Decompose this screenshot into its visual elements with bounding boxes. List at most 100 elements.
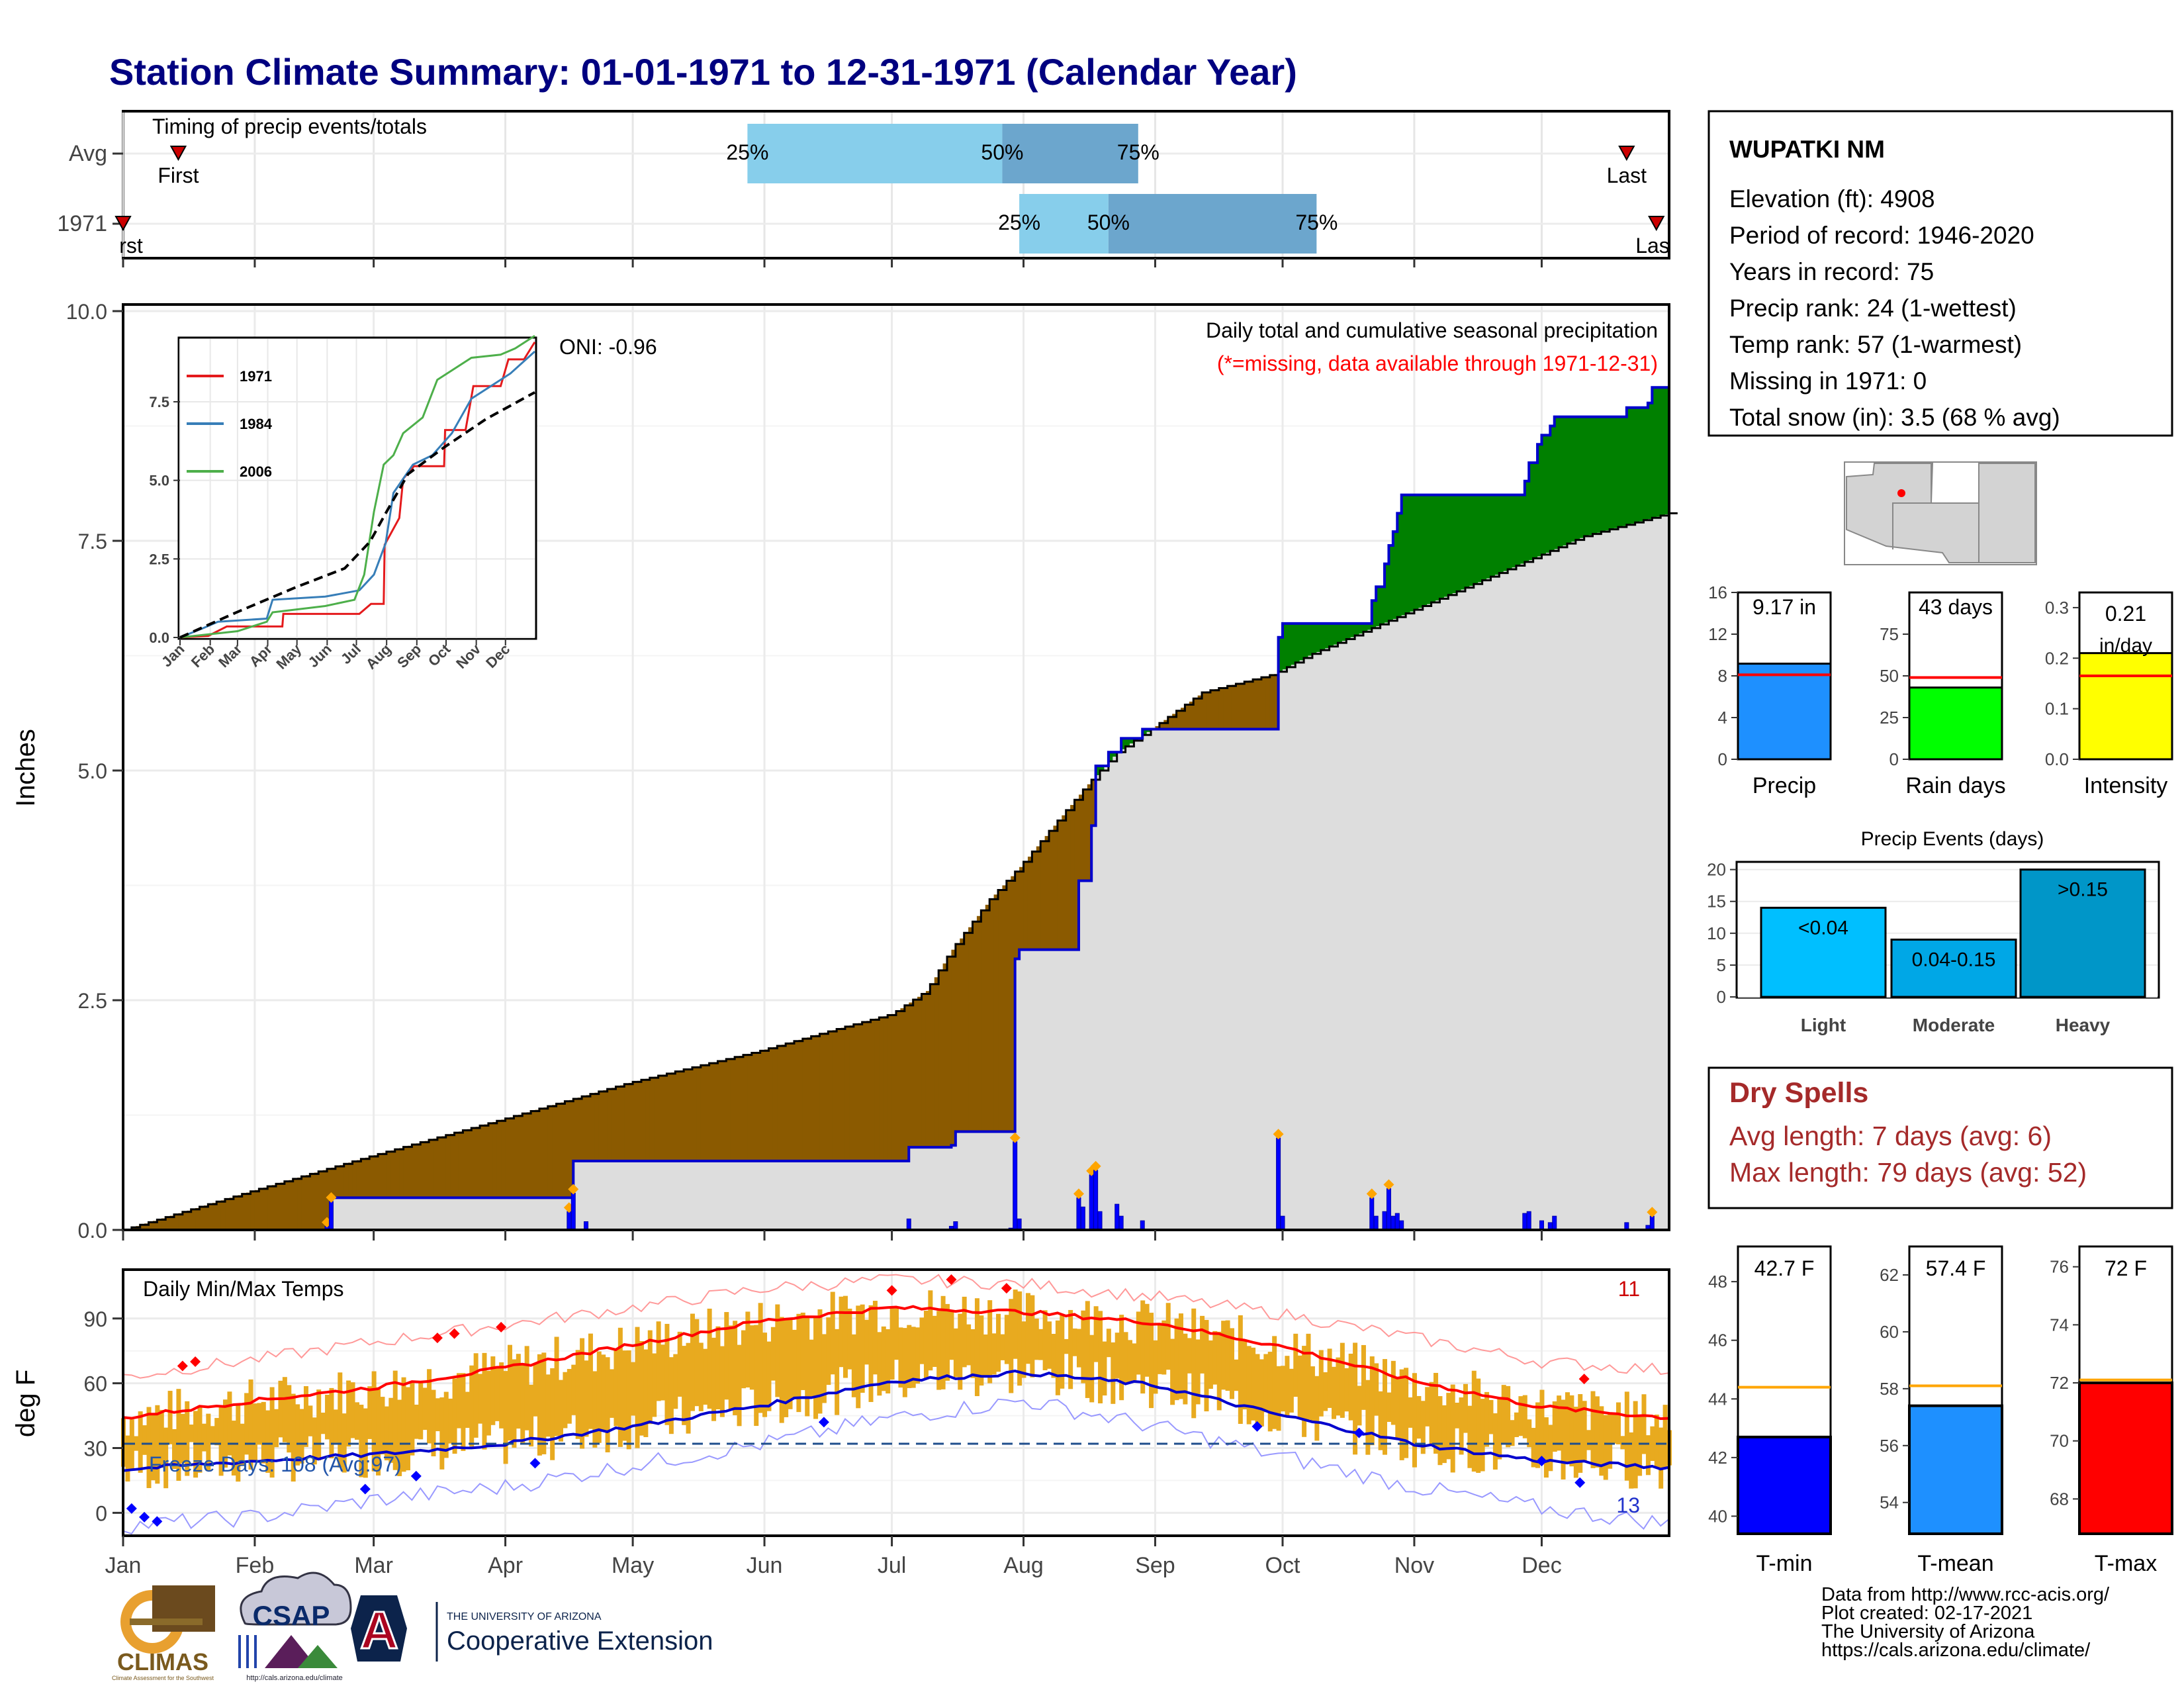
daily-temp-range-bar [966, 1324, 972, 1366]
daily-temp-range-bar [1191, 1308, 1197, 1419]
daily-temp-range-bar [1441, 1405, 1447, 1464]
daily-temp-range-bar [486, 1370, 491, 1436]
precip-surplus-slice [1482, 494, 1487, 581]
precip-deficit-slice [666, 1073, 672, 1161]
daily-temp-range-bar [490, 1356, 496, 1425]
temperature-title: Daily Min/Max Temps [143, 1277, 343, 1301]
daily-temp-range-bar [541, 1352, 547, 1454]
precip-surplus-slice [1439, 494, 1445, 599]
daily-temp-range-bar [1344, 1368, 1349, 1412]
daily-temp-range-bar [240, 1423, 245, 1466]
daily-temp-range-bar [1000, 1334, 1005, 1360]
precip-deficit-slice [858, 1023, 863, 1161]
precip-deficit-slice [853, 1024, 858, 1161]
precip-deficit-slice [866, 1021, 872, 1161]
precip-surplus-slice [1287, 623, 1292, 667]
month-label: Dec [1522, 1553, 1561, 1578]
climas-wordmark: CLIMAS [117, 1648, 208, 1675]
precip-deficit-slice [343, 1164, 349, 1198]
precip-summary-bar [1908, 686, 2003, 761]
cumulative-ytick-label: 0.0 [78, 1219, 107, 1243]
precip-surplus-slice [1520, 494, 1525, 564]
daily-temp-range-bar [741, 1330, 746, 1389]
precip-deficit-slice [382, 1152, 387, 1198]
precip-deficit-slice [254, 1190, 259, 1230]
daily-temp-range-bar [1259, 1359, 1264, 1427]
daily-temp-range-bar [1654, 1415, 1659, 1468]
daily-precip-event-marker [1009, 1132, 1021, 1143]
precip-surplus-slice [1367, 623, 1373, 630]
precip-deficit-slice [250, 1191, 255, 1230]
timing-bar-25-50 [747, 124, 1003, 183]
timing-row-label-1971: 1971 [57, 211, 107, 236]
daily-temp-range-bar [660, 1344, 666, 1401]
daily-temp-range-bar [448, 1398, 453, 1444]
precip-deficit-slice [1274, 674, 1279, 729]
precip-event-bar [1760, 906, 1887, 998]
precip-summary-ytick-label: 0.3 [2045, 598, 2069, 618]
daily-precip-bar [1552, 1215, 1557, 1231]
daily-precip-bar [1140, 1220, 1145, 1231]
precip-deficit-slice [361, 1158, 366, 1198]
daily-temp-range-bar [877, 1332, 882, 1396]
record-high-marker [946, 1274, 957, 1286]
precip-deficit-slice [1227, 686, 1232, 729]
precip-surplus-slice [1626, 407, 1631, 525]
timing-bar-50-75 [1108, 194, 1317, 254]
precip-surplus-slice [1299, 623, 1304, 661]
precip-deficit-slice [433, 1139, 438, 1198]
daily-temp-range-bar [1480, 1399, 1485, 1472]
precip-surplus-slice [1435, 494, 1441, 601]
inset-ytick-label: 2.5 [149, 551, 169, 567]
month-label: Sep [1135, 1553, 1175, 1578]
freeze-days-label: Freeze Days: 108 (Avg:97) [149, 1452, 402, 1476]
daily-temp-range-bar [796, 1313, 801, 1413]
daily-temp-range-bar [690, 1313, 695, 1411]
daily-precip-event-marker [1273, 1129, 1284, 1140]
precip-deficit-slice [429, 1139, 434, 1198]
precip-deficit-slice [182, 1211, 187, 1230]
daily-temp-range-bar [715, 1326, 721, 1410]
record-low-marker [818, 1417, 829, 1428]
timing-label-75: 75% [1295, 211, 1338, 234]
record-max-line [122, 1274, 1670, 1379]
daily-temp-range-bar [1289, 1368, 1294, 1413]
precip-surplus-slice [1567, 416, 1572, 544]
daily-temp-range-bar [817, 1309, 823, 1414]
precip-deficit-slice [1214, 689, 1220, 729]
precip-event-category: Moderate [1913, 1015, 1995, 1035]
events-ytick-label: 5 [1717, 955, 1726, 975]
precip-surplus-slice [1592, 416, 1598, 534]
footer-line: Plot created: 02-17-2021 [1821, 1603, 2032, 1624]
daily-temp-range-bar [138, 1411, 143, 1473]
precip-summary-ytick-label: 16 [1708, 583, 1727, 602]
daily-temp-range-bar [431, 1389, 436, 1457]
daily-temp-range-bar [592, 1371, 598, 1448]
precip-deficit-slice [684, 1069, 689, 1161]
precip-deficit-slice [930, 984, 935, 1148]
daily-temp-range-bar [291, 1393, 296, 1482]
daily-temp-range-bar [295, 1404, 300, 1466]
record-low-marker [1251, 1421, 1263, 1432]
precip-deficit-slice [394, 1149, 400, 1198]
daily-temp-range-bar [842, 1295, 848, 1378]
precip-deficit-slice [624, 1084, 629, 1161]
precip-deficit-slice [747, 1054, 752, 1161]
precip-surplus-slice [1469, 494, 1475, 586]
precip-surplus-slice [1537, 444, 1543, 557]
precip-deficit-slice [543, 1107, 549, 1198]
precip-deficit-slice [1210, 690, 1215, 729]
precip-deficit-slice [577, 1098, 582, 1161]
precip-summary-ytick-label: 0.1 [2045, 699, 2069, 719]
precip-summary-ytick-label: 0 [1718, 749, 1727, 769]
daily-temp-range-bar [945, 1303, 950, 1381]
precip-deficit-slice [612, 1088, 617, 1161]
precip-deficit-slice [220, 1200, 226, 1230]
precip-deficit-slice [862, 1021, 867, 1161]
daily-temp-range-bar [1467, 1405, 1473, 1468]
daily-temp-range-bar [830, 1291, 835, 1375]
daily-temp-range-bar [274, 1409, 279, 1448]
precip-deficit-slice [293, 1178, 298, 1230]
daily-temp-range-bar [172, 1429, 177, 1470]
